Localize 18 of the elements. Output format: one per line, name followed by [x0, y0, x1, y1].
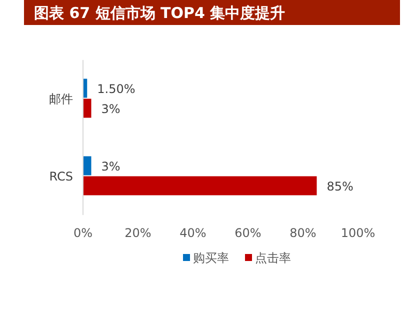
data-label: 3% — [101, 159, 120, 174]
data-label: 1.50% — [97, 82, 136, 96]
x-tick-label: 0% — [73, 226, 93, 240]
x-tick-label: 80% — [290, 226, 316, 240]
legend-label: 购买率 — [193, 251, 229, 265]
x-tick-label: 100% — [340, 226, 376, 240]
chart-title: 图表 67 短信市场 TOP4 集中度提升 — [34, 4, 286, 22]
x-tick-label: 60% — [234, 226, 262, 240]
legend-label: 点击率 — [255, 251, 291, 265]
data-label: 3% — [101, 102, 120, 116]
bar — [83, 156, 92, 176]
y-tick-label: RCS — [49, 169, 73, 184]
bar — [83, 98, 92, 118]
x-tick-label: 20% — [124, 226, 152, 240]
y-tick-label: 邮件 — [49, 92, 73, 106]
bar — [83, 176, 317, 196]
data-label: 85% — [326, 179, 354, 194]
x-tick-label: 40% — [180, 226, 206, 240]
